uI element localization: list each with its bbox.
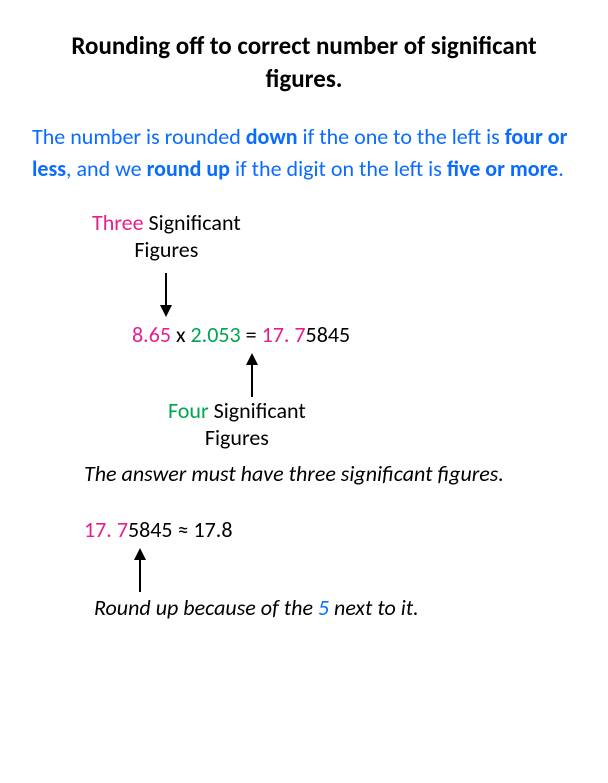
three-word: Three [92,209,144,236]
three-rest1: Significant [144,209,241,236]
rule-down: down [246,123,298,150]
diagram-area: Three Significant Figures 8.65 x 2.053 =… [84,209,576,459]
rule-part2: if the one to the left is [298,123,505,150]
equation-r1: 17. 7 [262,321,306,348]
arrow-up-icon [242,353,262,397]
round-part1: Round up because of the [94,594,318,621]
equation-r2: 5845 [306,321,351,348]
result-section: 17. 75845 ≈ 17.8 Round up because of the… [84,516,576,646]
four-word: Four [168,397,209,424]
round-five: 5 [318,594,329,621]
page-title: Rounding off to correct number of signif… [32,30,576,95]
arrow-up-result-icon [130,548,150,592]
result-equation: 17. 75845 ≈ 17.8 [84,516,576,543]
rule-fivemore: five or more [447,155,558,182]
rule-roundup: round up [147,155,230,182]
result-approx: ≈ 17.8 [173,516,233,543]
round-up-note: Round up because of the 5 next to it. [94,594,419,621]
equation-n2: 2.053 [191,321,241,348]
rule-paragraph: The number is rounded down if the one to… [32,121,576,185]
equation-n1: 8.65 [132,321,171,348]
three-rest2: Figures [134,236,198,263]
result-r2: 5845 [128,516,173,543]
arrow-down-icon [156,273,176,317]
result-r1: 17. 7 [84,516,128,543]
four-rest2: Figures [205,424,269,451]
four-sigfig-label: Four Significant Figures [168,397,306,452]
answer-note: The answer must have three significant f… [84,459,536,489]
equation-equals: = [241,321,262,348]
equation-line: 8.65 x 2.053 = 17. 75845 [132,321,350,348]
rule-part4: if the digit on the left is [230,155,447,182]
four-rest1: Significant [209,397,306,424]
rule-part3: , and we [66,155,147,182]
rule-part5: . [558,155,564,182]
round-part2: next to it. [329,594,419,621]
three-sigfig-label: Three Significant Figures [92,209,241,264]
equation-times: x [171,321,190,348]
rule-part1: The number is rounded [32,123,246,150]
